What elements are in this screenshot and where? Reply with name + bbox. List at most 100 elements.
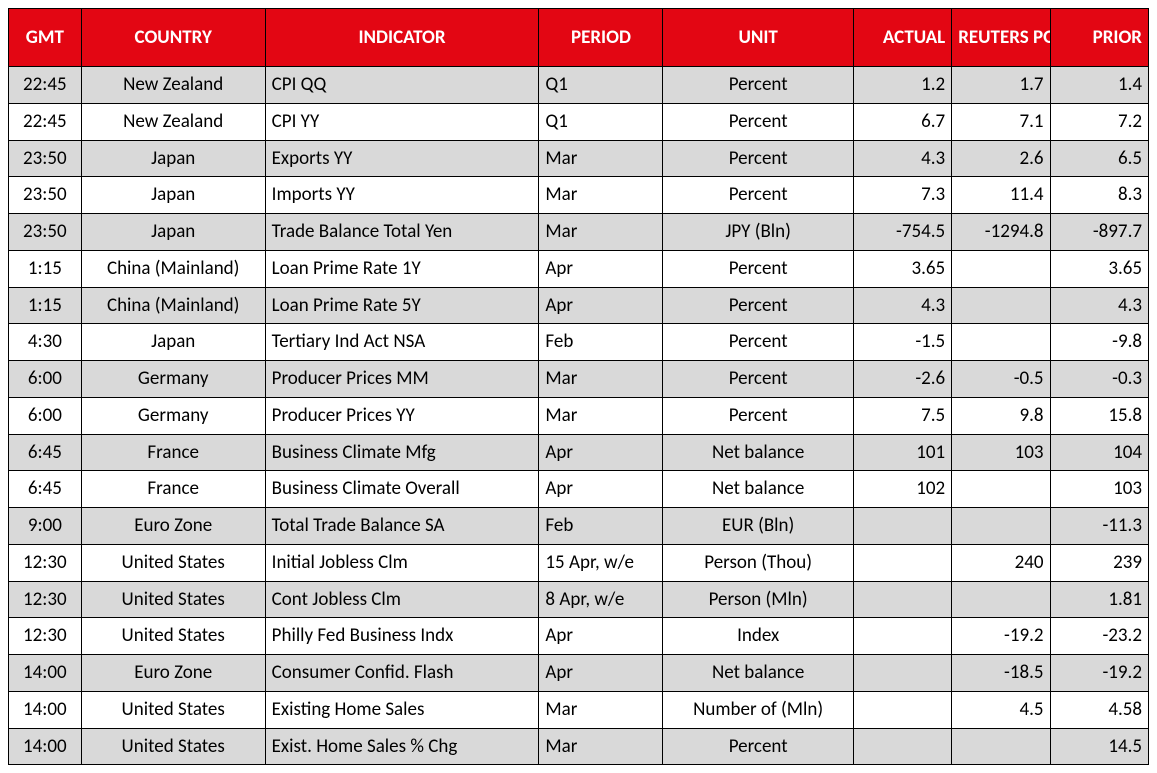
- col-header-reuters: REUTERS POLL: [952, 9, 1050, 67]
- cell-prior: -23.2: [1050, 618, 1148, 655]
- table-row: 23:50JapanTrade Balance Total YenMarJPY …: [9, 214, 1149, 251]
- cell-actual: 4.3: [853, 287, 951, 324]
- cell-prior: 103: [1050, 471, 1148, 508]
- cell-unit: Percent: [663, 140, 853, 177]
- cell-unit: Percent: [663, 728, 853, 765]
- cell-unit: Net balance: [663, 655, 853, 692]
- cell-indicator: Producer Prices YY: [265, 397, 539, 434]
- cell-gmt: 23:50: [9, 214, 82, 251]
- cell-gmt: 12:30: [9, 544, 82, 581]
- cell-indicator: Existing Home Sales: [265, 691, 539, 728]
- cell-gmt: 14:00: [9, 691, 82, 728]
- cell-reuters: 7.1: [952, 103, 1050, 140]
- cell-prior: -19.2: [1050, 655, 1148, 692]
- cell-unit: Person (Thou): [663, 544, 853, 581]
- cell-actual: [853, 691, 951, 728]
- cell-indicator: Trade Balance Total Yen: [265, 214, 539, 251]
- cell-gmt: 6:45: [9, 471, 82, 508]
- cell-country: Germany: [81, 397, 265, 434]
- cell-country: United States: [81, 581, 265, 618]
- cell-gmt: 6:00: [9, 361, 82, 398]
- cell-gmt: 23:50: [9, 177, 82, 214]
- cell-prior: 7.2: [1050, 103, 1148, 140]
- cell-reuters: 9.8: [952, 397, 1050, 434]
- cell-actual: 4.3: [853, 140, 951, 177]
- cell-actual: -2.6: [853, 361, 951, 398]
- cell-reuters: [952, 250, 1050, 287]
- cell-actual: [853, 655, 951, 692]
- cell-period: Apr: [539, 250, 663, 287]
- cell-reuters: [952, 287, 1050, 324]
- table-row: 9:00Euro ZoneTotal Trade Balance SAFebEU…: [9, 508, 1149, 545]
- cell-prior: 1.81: [1050, 581, 1148, 618]
- cell-actual: 7.3: [853, 177, 951, 214]
- cell-unit: Person (Mln): [663, 581, 853, 618]
- cell-actual: 6.7: [853, 103, 951, 140]
- cell-period: Feb: [539, 508, 663, 545]
- cell-reuters: 240: [952, 544, 1050, 581]
- cell-actual: [853, 544, 951, 581]
- cell-gmt: 22:45: [9, 103, 82, 140]
- cell-indicator: Exports YY: [265, 140, 539, 177]
- cell-indicator: Cont Jobless Clm: [265, 581, 539, 618]
- cell-country: United States: [81, 691, 265, 728]
- cell-unit: Percent: [663, 287, 853, 324]
- cell-gmt: 6:45: [9, 434, 82, 471]
- cell-period: Mar: [539, 140, 663, 177]
- cell-unit: Net balance: [663, 471, 853, 508]
- cell-indicator: Producer Prices MM: [265, 361, 539, 398]
- cell-period: Mar: [539, 397, 663, 434]
- cell-prior: 3.65: [1050, 250, 1148, 287]
- cell-actual: [853, 728, 951, 765]
- cell-actual: 102: [853, 471, 951, 508]
- cell-unit: Net balance: [663, 434, 853, 471]
- col-header-unit: UNIT: [663, 9, 853, 67]
- cell-gmt: 9:00: [9, 508, 82, 545]
- cell-indicator: CPI QQ: [265, 67, 539, 104]
- table-row: 1:15China (Mainland)Loan Prime Rate 5YAp…: [9, 287, 1149, 324]
- cell-prior: -9.8: [1050, 324, 1148, 361]
- cell-reuters: 4.5: [952, 691, 1050, 728]
- cell-country: Japan: [81, 214, 265, 251]
- cell-period: Q1: [539, 103, 663, 140]
- cell-country: United States: [81, 728, 265, 765]
- cell-unit: Percent: [663, 103, 853, 140]
- cell-actual: [853, 508, 951, 545]
- cell-period: 15 Apr, w/e: [539, 544, 663, 581]
- cell-indicator: Consumer Confid. Flash: [265, 655, 539, 692]
- cell-actual: 1.2: [853, 67, 951, 104]
- cell-indicator: Tertiary Ind Act NSA: [265, 324, 539, 361]
- table-row: 12:30United StatesPhilly Fed Business In…: [9, 618, 1149, 655]
- table-row: 6:00GermanyProducer Prices MMMarPercent-…: [9, 361, 1149, 398]
- cell-prior: 6.5: [1050, 140, 1148, 177]
- cell-period: Q1: [539, 67, 663, 104]
- cell-unit: Index: [663, 618, 853, 655]
- cell-country: Japan: [81, 177, 265, 214]
- cell-gmt: 12:30: [9, 618, 82, 655]
- cell-gmt: 22:45: [9, 67, 82, 104]
- cell-country: China (Mainland): [81, 287, 265, 324]
- cell-prior: 239: [1050, 544, 1148, 581]
- table-row: 14:00United StatesExisting Home SalesMar…: [9, 691, 1149, 728]
- table-row: 6:45FranceBusiness Climate MfgAprNet bal…: [9, 434, 1149, 471]
- cell-country: Germany: [81, 361, 265, 398]
- cell-indicator: Imports YY: [265, 177, 539, 214]
- cell-indicator: Loan Prime Rate 1Y: [265, 250, 539, 287]
- cell-unit: JPY (Bln): [663, 214, 853, 251]
- cell-prior: 1.4: [1050, 67, 1148, 104]
- cell-country: France: [81, 471, 265, 508]
- cell-reuters: 11.4: [952, 177, 1050, 214]
- cell-unit: Percent: [663, 250, 853, 287]
- cell-reuters: -1294.8: [952, 214, 1050, 251]
- cell-prior: -11.3: [1050, 508, 1148, 545]
- cell-indicator: Total Trade Balance SA: [265, 508, 539, 545]
- table-row: 23:50JapanExports YYMarPercent4.32.66.5: [9, 140, 1149, 177]
- table-row: 1:15China (Mainland)Loan Prime Rate 1YAp…: [9, 250, 1149, 287]
- economic-calendar-table: GMT COUNTRY INDICATOR PERIOD UNIT ACTUAL…: [8, 8, 1149, 765]
- cell-actual: [853, 581, 951, 618]
- cell-prior: 15.8: [1050, 397, 1148, 434]
- cell-period: 8 Apr, w/e: [539, 581, 663, 618]
- cell-period: Mar: [539, 214, 663, 251]
- cell-indicator: Business Climate Mfg: [265, 434, 539, 471]
- cell-unit: Percent: [663, 67, 853, 104]
